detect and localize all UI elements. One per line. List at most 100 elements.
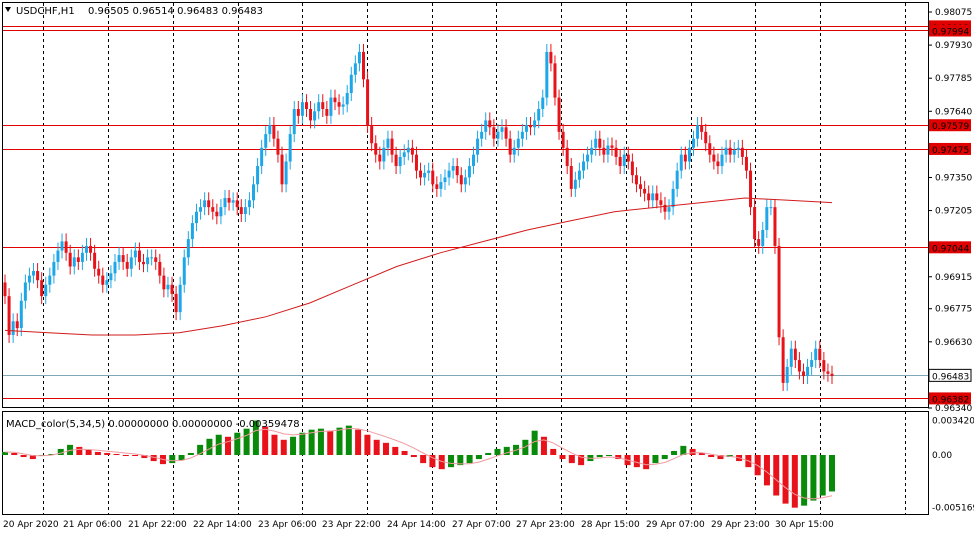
- level-tag-bg-2: [929, 119, 971, 132]
- candle-body-44: [182, 257, 186, 285]
- candle-body-33: [137, 250, 141, 262]
- time-label-9: 28 Apr 15:00: [581, 520, 640, 530]
- macd-bar-44: [410, 455, 417, 458]
- candle-body-148: [606, 145, 610, 155]
- candle-body-189: [773, 207, 777, 246]
- candle-body-36: [150, 257, 154, 259]
- symbol-timeframe: USDCHF,H1: [16, 6, 75, 17]
- candle-body-65: [268, 124, 272, 135]
- candle-body-101: [414, 154, 418, 171]
- macd-bar-70: [652, 455, 659, 464]
- candle-body-130: [533, 120, 537, 128]
- candle-body-29: [121, 255, 125, 262]
- macd-bar-87: [810, 455, 817, 501]
- candle-body-9: [40, 280, 44, 297]
- candle-body-175: [716, 161, 720, 167]
- candle-body-153: [626, 154, 630, 162]
- candle-body-136: [557, 97, 561, 132]
- price-label-2: 0.97785: [935, 74, 972, 84]
- macd-bar-31: [290, 436, 297, 455]
- candle-body-200: [818, 348, 822, 361]
- candle-body-30: [125, 261, 129, 269]
- macd-bar-15: [141, 455, 148, 459]
- candle-body-149: [610, 145, 614, 148]
- candle-body-133: [545, 51, 549, 98]
- candle-body-68: [280, 154, 284, 185]
- candle-body-183: [749, 170, 753, 208]
- candle-body-15: [64, 241, 68, 253]
- level-tag-4: 0.97044: [932, 244, 969, 254]
- candle-body-123: [504, 127, 508, 139]
- macd-bar-89: [829, 455, 835, 492]
- candle-body-20: [84, 245, 88, 253]
- macd-bar-68: [633, 455, 640, 468]
- candle-body-196: [801, 371, 805, 377]
- candle-body-107: [439, 182, 443, 189]
- price-label-4: 0.97350: [935, 173, 972, 183]
- candle-body-125: [512, 147, 516, 155]
- price-axis[interactable]: 0.98075 0.97930 0.97785 0.97640 0.97350 0.972…: [928, 8, 974, 513]
- candle-body-77: [317, 102, 321, 112]
- candle-body-53: [219, 207, 223, 217]
- macd-bar-46: [429, 455, 436, 468]
- candle-body-134: [549, 51, 553, 64]
- candle-body-83: [341, 104, 345, 107]
- macd-bar-32: [299, 432, 306, 455]
- candle-body-180: [736, 147, 740, 151]
- time-axis[interactable]: 20 Apr 2020 21 Apr 06:00 21 Apr 22:00 22 Ap…: [3, 520, 834, 530]
- candle-body-85: [349, 74, 353, 94]
- macd-scale-label-2: -0.005169: [932, 503, 974, 513]
- candle-body-198: [810, 360, 814, 367]
- price-label-1: 0.97930: [935, 41, 972, 51]
- candle-body-58: [239, 207, 243, 214]
- candle-body-188: [769, 207, 773, 209]
- time-label-1: 21 Apr 06:00: [63, 520, 122, 530]
- candle-body-100: [410, 147, 414, 155]
- level-tag-3: 0.97475: [932, 146, 969, 156]
- level-tag-bg-5: [929, 392, 971, 405]
- macd-bar-38: [355, 429, 362, 455]
- candle-body-37: [154, 257, 158, 262]
- candle-body-57: [235, 200, 239, 208]
- macd-bar-58: [540, 436, 547, 455]
- candle-body-59: [243, 207, 247, 214]
- macd-bar-62: [578, 455, 585, 466]
- candle-body-154: [630, 161, 634, 176]
- candle-body-32: [133, 250, 137, 258]
- candle-body-81: [333, 97, 337, 103]
- candle-body-48: [199, 207, 203, 212]
- price-label-6: 0.96915: [935, 273, 972, 283]
- candle-body-116: [476, 138, 480, 155]
- candle-body-151: [618, 156, 622, 167]
- candle-body-13: [56, 250, 60, 262]
- candle-body-93: [382, 147, 386, 162]
- candle-body-124: [508, 138, 512, 155]
- triangle-down-icon[interactable]: [5, 7, 11, 12]
- candles[interactable]: [3, 43, 834, 391]
- macd-bar-40: [373, 439, 380, 455]
- candle-body-8: [36, 271, 40, 281]
- macd-bar-69: [643, 455, 650, 470]
- macd-bar-23: [215, 434, 222, 455]
- macd-bar-64: [596, 455, 603, 458]
- candle-body-177: [724, 147, 728, 155]
- moving-average: [4, 197, 833, 336]
- candle-body-135: [553, 63, 557, 98]
- time-label-11: 29 Apr 23:00: [711, 520, 770, 530]
- macd-bar-54: [503, 446, 510, 455]
- macd-label: MACD_color(5,34,5) 0.00000000 0.00000000…: [6, 419, 300, 430]
- price-label-7: 0.96775: [935, 305, 972, 315]
- candle-body-165: [675, 170, 679, 189]
- candle-body-18: [76, 257, 80, 262]
- macd-histogram: [2, 420, 835, 508]
- candle-body-168: [687, 147, 691, 162]
- candle-body-5: [23, 282, 27, 301]
- candle-body-164: [671, 188, 675, 208]
- candle-body-62: [256, 166, 260, 185]
- candle-body-76: [313, 111, 317, 121]
- macd-bar-57: [531, 430, 538, 455]
- macd-bar-61: [568, 455, 575, 464]
- macd-bar-28: [262, 426, 269, 455]
- macd-bar-60: [559, 455, 566, 460]
